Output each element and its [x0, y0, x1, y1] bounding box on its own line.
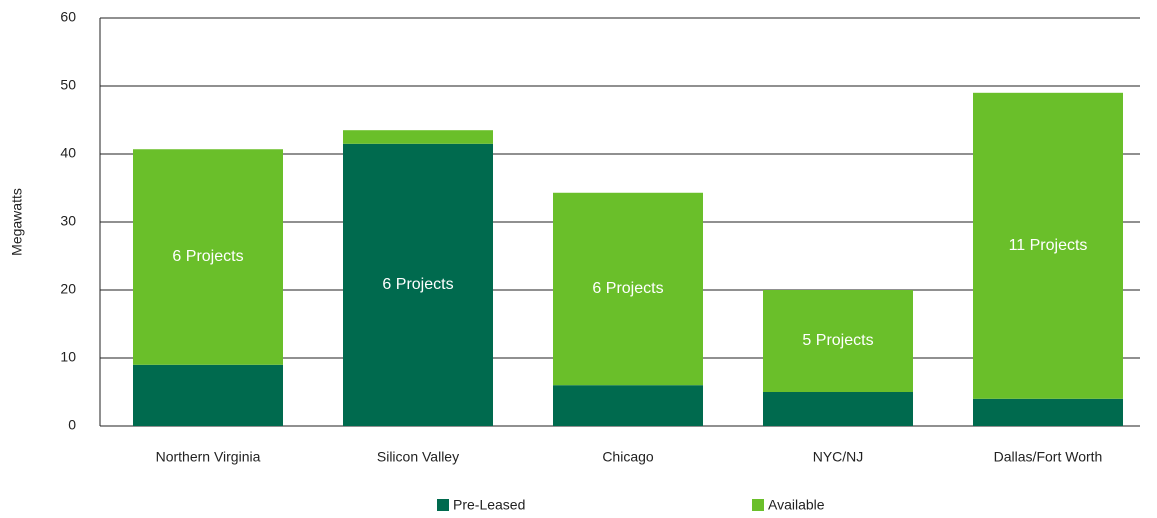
bar-segment: [133, 149, 283, 365]
bar-segment: [343, 130, 493, 144]
x-tick-label: NYC/NJ: [813, 449, 864, 465]
bar-segment: [973, 92, 1123, 399]
annotation: 6 Projects: [172, 248, 243, 265]
bar-segment: [763, 290, 913, 392]
bar-segment: [553, 385, 703, 426]
legend-swatch: [437, 499, 449, 511]
annotation: 11 Projects: [1009, 237, 1088, 254]
y-tick-label: 20: [60, 281, 76, 297]
bar-segment: [553, 192, 703, 386]
bar-segment: [763, 392, 913, 426]
legend-swatch: [752, 499, 764, 511]
annotation: 6 Projects: [382, 276, 453, 293]
y-axis-label: Megawatts: [9, 188, 25, 256]
x-tick-label: Dallas/Fort Worth: [994, 449, 1103, 465]
bar-segment: [973, 398, 1123, 426]
annotation: 5 Projects: [802, 332, 873, 349]
y-tick-label: 10: [60, 349, 76, 365]
y-tick-label: 50: [60, 77, 76, 93]
legend-label: Available: [768, 497, 825, 513]
x-tick-label: Silicon Valley: [377, 449, 459, 465]
x-tick-label: Chicago: [602, 449, 654, 465]
bar-segment: [343, 143, 493, 427]
annotation: 6 Projects: [592, 280, 663, 297]
y-tick-label: 30: [60, 213, 76, 229]
bar-segment: [133, 364, 283, 426]
x-tick-label: Northern Virginia: [156, 449, 261, 465]
y-tick-label: 40: [60, 145, 76, 161]
y-tick-label: 60: [60, 9, 76, 25]
legend-label: Pre-Leased: [453, 497, 525, 513]
y-tick-label: 0: [68, 417, 76, 433]
